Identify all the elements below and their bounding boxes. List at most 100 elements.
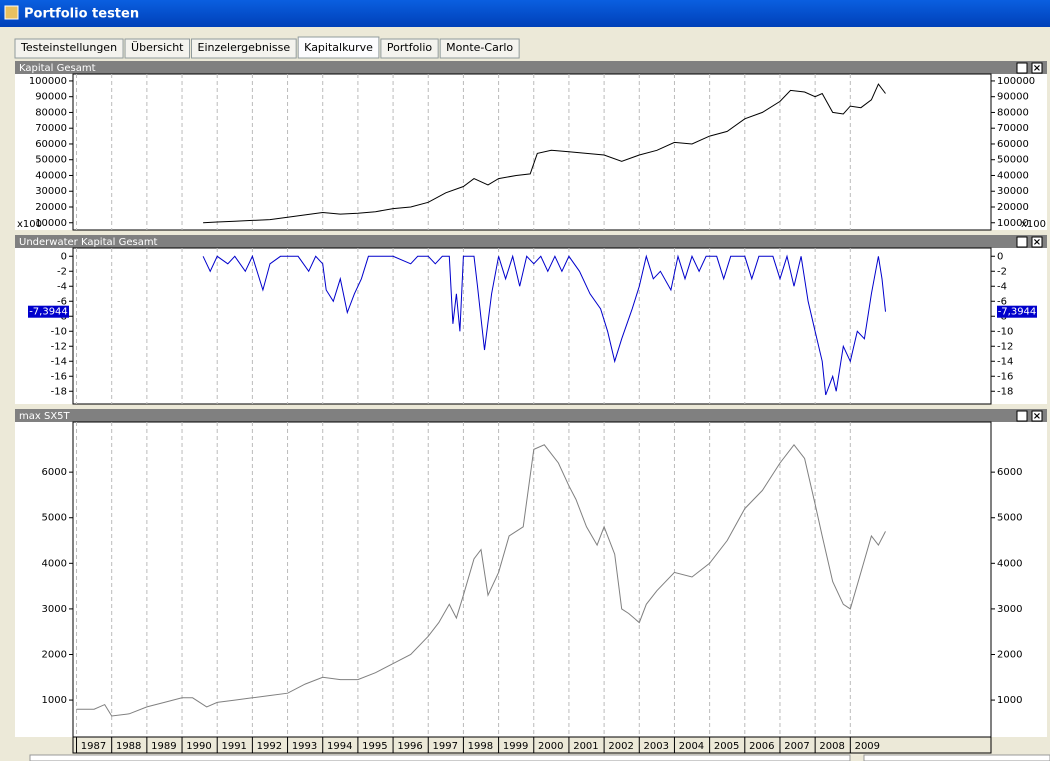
maximize-button[interactable] xyxy=(1016,236,1028,248)
panel-bg xyxy=(15,422,1047,737)
x-tick-label: 2006 xyxy=(749,741,774,752)
tab[interactable] xyxy=(124,38,190,59)
y-tick-label: 3000 xyxy=(42,604,67,615)
y-tick-label: 50000 xyxy=(35,155,67,166)
x-tick-label: 1991 xyxy=(221,741,246,752)
x-tick-label: 1995 xyxy=(362,741,387,752)
unit-label: x100 xyxy=(17,219,42,230)
x-tick-label: 2003 xyxy=(644,741,669,752)
tab[interactable] xyxy=(297,36,380,59)
y-tick-label: -12 xyxy=(51,341,67,352)
x-tick-label: 1993 xyxy=(292,741,317,752)
x-tick-label: 2002 xyxy=(608,741,633,752)
y-tick-label: -14 xyxy=(997,356,1013,367)
y-tick-label: 100000 xyxy=(29,76,67,87)
x-tick-label: 2001 xyxy=(573,741,598,752)
y-tick-label: 0 xyxy=(997,251,1003,262)
x-tick-label: 1992 xyxy=(257,741,282,752)
x-tick-label: 1994 xyxy=(327,741,352,752)
value-badge xyxy=(28,305,69,318)
plot-frame xyxy=(72,247,992,405)
tab-label[interactable]: Monte-Carlo xyxy=(446,41,513,54)
y-tick-label: -10 xyxy=(997,326,1013,337)
data-line xyxy=(202,254,886,396)
data-line xyxy=(76,443,886,717)
y-tick-label: 5000 xyxy=(997,513,1022,524)
x-tick-label: 1990 xyxy=(186,741,211,752)
maximize-button[interactable] xyxy=(1016,410,1028,422)
y-tick-label: -18 xyxy=(51,386,67,397)
y-tick-label: 20000 xyxy=(35,202,67,213)
tab-label[interactable]: Testeinstellungen xyxy=(20,41,117,54)
panel-header xyxy=(15,235,1047,248)
panel-header xyxy=(15,61,1047,74)
title-bar xyxy=(0,0,1050,27)
app-icon xyxy=(4,5,19,20)
y-tick-label: -12 xyxy=(997,341,1013,352)
y-tick-label: 6000 xyxy=(42,467,67,478)
y-tick-label: 70000 xyxy=(35,123,67,134)
tab[interactable] xyxy=(191,38,297,59)
y-tick-label: -6 xyxy=(997,296,1007,307)
y-tick-label: -4 xyxy=(57,281,67,292)
y-tick-label: 4000 xyxy=(42,558,67,569)
x-axis-strip xyxy=(72,736,992,754)
x-tick-label: 2000 xyxy=(538,741,563,752)
tab[interactable] xyxy=(439,38,520,59)
tab-bar: Testeinstellungen Übersicht Einzelergebnis… xyxy=(14,36,520,59)
panel-title: max SX5T xyxy=(19,411,71,422)
unit-label: x100 xyxy=(1021,219,1046,230)
y-tick-label: 60000 xyxy=(997,139,1029,150)
y-tick-label: 80000 xyxy=(997,107,1029,118)
x-tick-label: 1999 xyxy=(503,741,528,752)
y-tick-label: -2 xyxy=(997,266,1007,277)
y-tick-label: 50000 xyxy=(997,155,1029,166)
maximize-button[interactable] xyxy=(1016,62,1028,74)
status-field xyxy=(863,754,1050,761)
close-button[interactable] xyxy=(1031,62,1043,74)
close-icon: × xyxy=(1033,237,1041,248)
x-tick-label: 1998 xyxy=(468,741,493,752)
y-tick-label: 30000 xyxy=(997,186,1029,197)
tab-label[interactable]: Einzelergebnisse xyxy=(198,41,291,54)
y-tick-label: 40000 xyxy=(35,170,67,181)
x-tick-label: 2007 xyxy=(784,741,809,752)
data-line xyxy=(203,83,886,224)
panel-title: Kapital Gesamt xyxy=(19,63,96,74)
y-tick-label: -16 xyxy=(51,371,67,382)
y-tick-label: 100000 xyxy=(997,76,1035,87)
y-tick-label: 90000 xyxy=(35,92,67,103)
x-tick-label: 1996 xyxy=(397,741,422,752)
y-tick-label: 10000 xyxy=(35,218,67,229)
y-tick-label: -18 xyxy=(997,386,1013,397)
x-tick-label: 1987 xyxy=(81,741,106,752)
tab[interactable] xyxy=(380,38,439,59)
panel-title: Underwater Kapital Gesamt xyxy=(19,237,158,248)
y-tick-label: 0 xyxy=(61,251,67,262)
y-tick-label: -2 xyxy=(57,266,67,277)
close-button[interactable] xyxy=(1031,236,1043,248)
y-tick-label: 60000 xyxy=(35,139,67,150)
y-tick-label: -6 xyxy=(57,296,67,307)
close-button[interactable] xyxy=(1031,410,1043,422)
scrollbar xyxy=(29,754,851,761)
y-tick-label: -10 xyxy=(51,326,67,337)
y-tick-label: 1000 xyxy=(997,695,1022,706)
y-tick-label: 10000 xyxy=(997,218,1029,229)
y-tick-label: 90000 xyxy=(997,92,1029,103)
y-tick-label: -4 xyxy=(997,281,1007,292)
y-tick-label: 80000 xyxy=(35,107,67,118)
tab[interactable] xyxy=(14,38,124,59)
tab-label[interactable]: Portfolio xyxy=(387,41,433,54)
tab-label[interactable]: Übersicht xyxy=(131,41,184,54)
y-tick-label: 3000 xyxy=(997,604,1022,615)
x-tick-label: 2005 xyxy=(714,741,739,752)
value-badge-label: -7,3944 xyxy=(998,307,1037,318)
tab-label[interactable]: Kapitalkurve xyxy=(304,41,373,54)
panel-bg xyxy=(15,74,1047,230)
x-tick-label: 2009 xyxy=(855,741,880,752)
close-icon: × xyxy=(1033,411,1041,422)
y-tick-label: 4000 xyxy=(997,558,1022,569)
